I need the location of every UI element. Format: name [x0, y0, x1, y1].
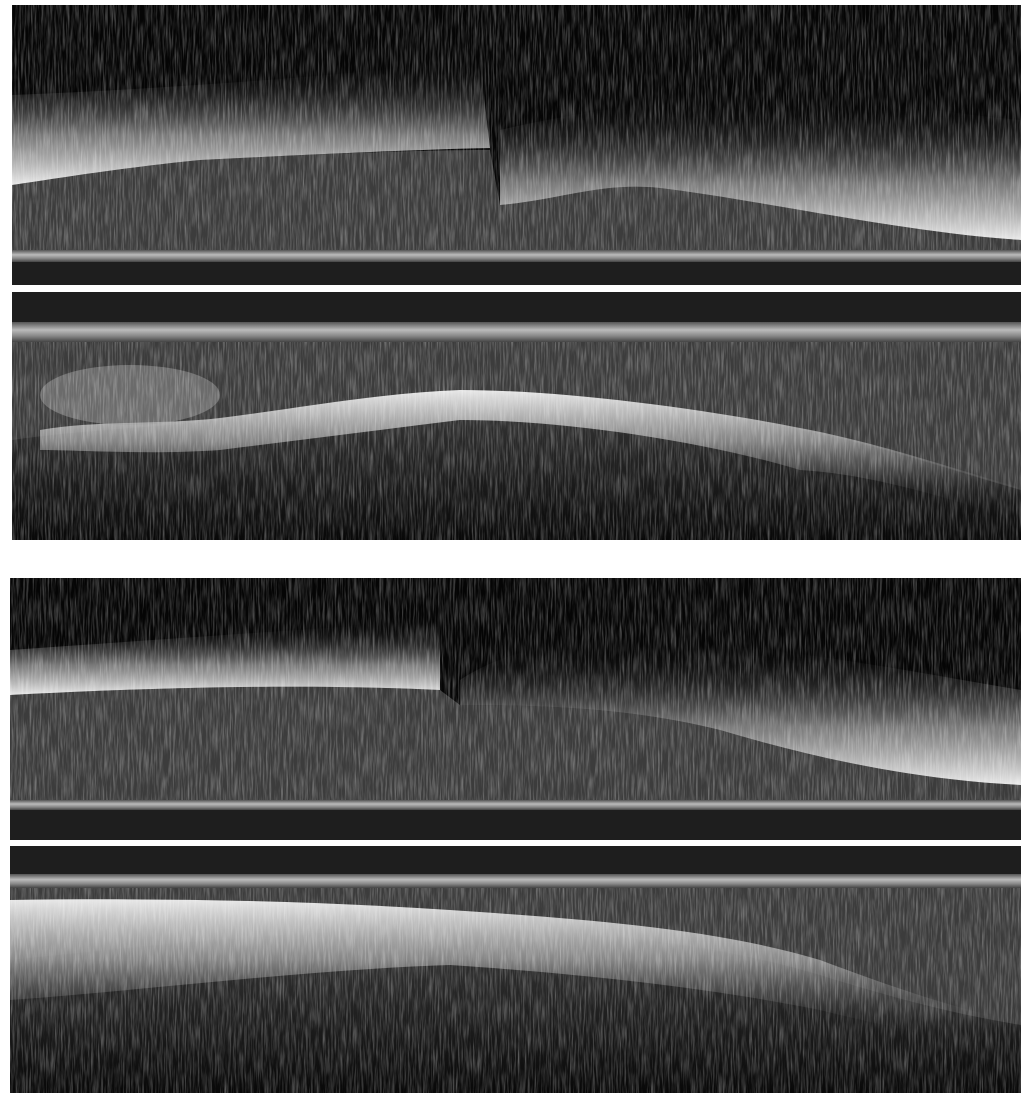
page: [0, 0, 1021, 1093]
scan-2-bottom: [10, 846, 1021, 1093]
scan-1-top: [12, 5, 1021, 285]
scan-figure: [0, 0, 1021, 1093]
scan-1-bottom: [12, 292, 1021, 540]
divider: [10, 840, 1021, 844]
scan-2-top: [10, 578, 1021, 840]
divider: [12, 285, 1021, 289]
